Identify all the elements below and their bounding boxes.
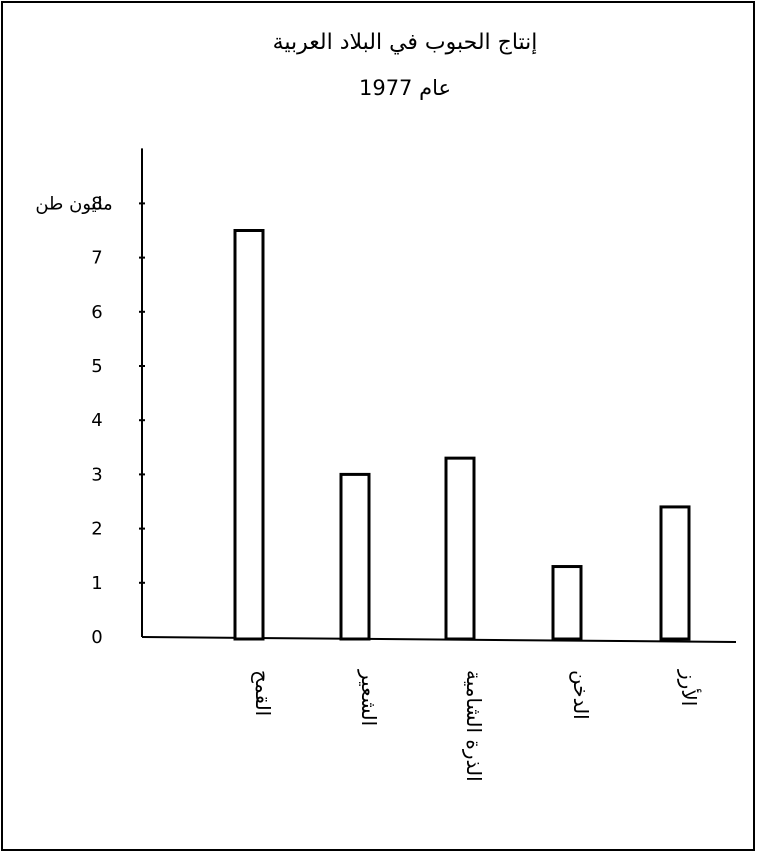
y-tick-label: 3 [91, 464, 102, 485]
chart-title: إنتاج الحبوب في البلاد العربية [272, 30, 538, 55]
y-tick-label: 7 [91, 248, 102, 269]
y-tick-label: 6 [91, 302, 102, 323]
y-tick-label: 1 [91, 573, 102, 594]
chart-subtitle: عام 1977 [358, 76, 452, 100]
bar [339, 472, 371, 641]
x-category-label: الذرة الشامية [462, 670, 486, 782]
x-axis [141, 636, 737, 643]
y-tick-label: 5 [91, 356, 102, 377]
x-category-label: القمح [251, 670, 275, 716]
y-tick-label: 8 [91, 193, 102, 214]
x-category-label: الأرز [677, 669, 701, 706]
bar [551, 565, 583, 641]
y-tick-label: 4 [91, 410, 102, 431]
x-category-label: الشعير [357, 669, 381, 726]
y-unit-label: مليون طن [35, 193, 112, 214]
y-tick-label: 0 [91, 627, 102, 648]
y-tick-label: 2 [91, 519, 102, 540]
x-category-label: الدخن [569, 670, 593, 720]
bar [659, 505, 691, 641]
bar [444, 456, 476, 641]
bar [233, 229, 265, 641]
